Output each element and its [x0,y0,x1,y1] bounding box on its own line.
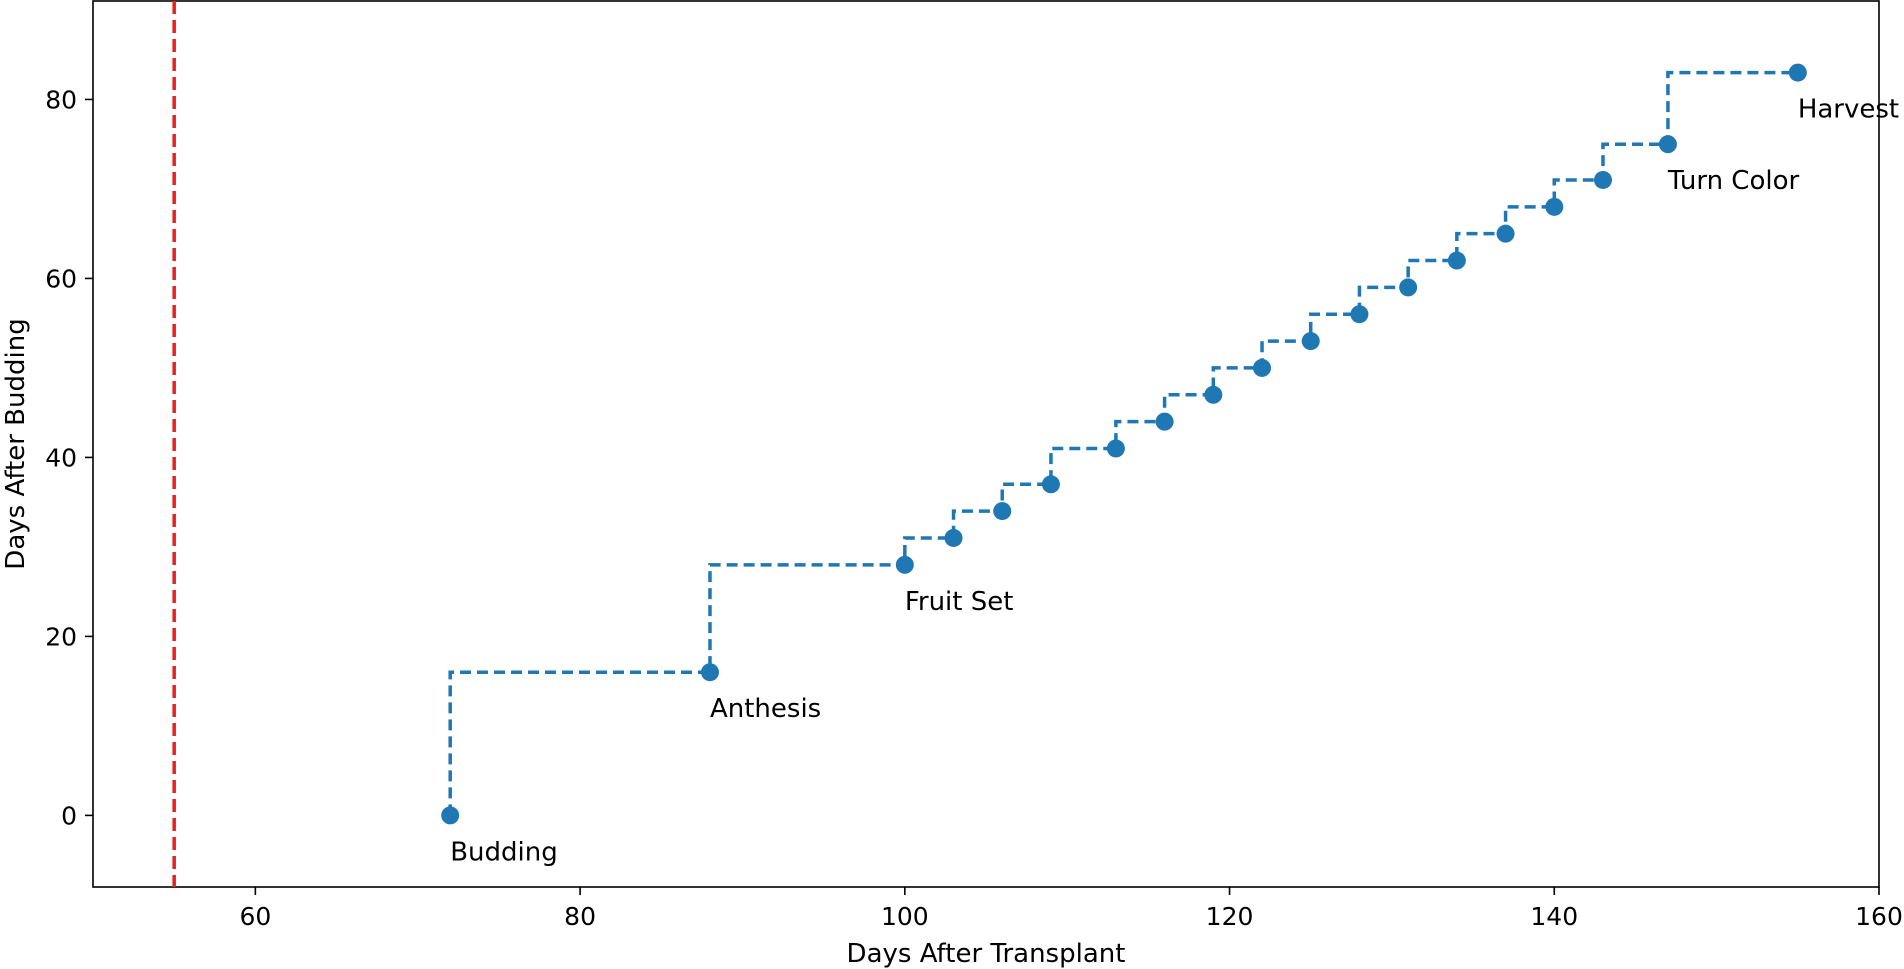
y-tick-label: 20 [45,622,77,651]
data-point [1253,358,1272,377]
y-tick-label: 80 [45,85,77,114]
data-point [1593,170,1612,189]
y-axis-label: Days After Budding [1,318,31,569]
data-point [1301,332,1320,351]
data-point [944,528,963,547]
data-point [1447,251,1466,270]
stage-annotation: Budding [450,837,558,867]
data-point [895,555,914,574]
y-tick-label: 60 [45,264,77,293]
data-point [441,806,460,825]
data-point [993,502,1012,521]
x-tick-label: 120 [1206,902,1254,931]
stage-annotation: Harvest [1798,95,1899,125]
y-tick-label: 0 [61,801,77,830]
data-point [1658,135,1677,154]
stage-annotation: Fruit Set [905,587,1014,617]
data-point [1155,412,1174,431]
data-point [1106,439,1125,458]
data-point [1041,475,1060,494]
x-tick-label: 140 [1530,902,1578,931]
x-tick-label: 60 [239,902,271,931]
y-tick-label: 40 [45,443,77,472]
x-tick-label: 160 [1855,902,1903,931]
data-point [1788,63,1807,82]
axis-ticks: 60 80 100 120 140 160 0 20 40 60 80 [45,85,1903,931]
data-point [1496,224,1515,243]
stage-annotation: Turn Color [1667,166,1800,196]
data-point [1399,278,1418,297]
stage-annotation: Anthesis [710,694,821,724]
data-point [1545,197,1564,216]
plot-frame [92,0,1880,888]
data-point [1350,305,1369,324]
x-axis-label: Days After Transplant [847,939,1126,969]
plot-area: Budding Anthesis Fruit Set Turn Color Harves… [92,0,1899,888]
x-tick-label: 100 [881,902,929,931]
data-point [1204,385,1223,404]
x-tick-label: 80 [564,902,596,931]
data-point [700,663,719,682]
